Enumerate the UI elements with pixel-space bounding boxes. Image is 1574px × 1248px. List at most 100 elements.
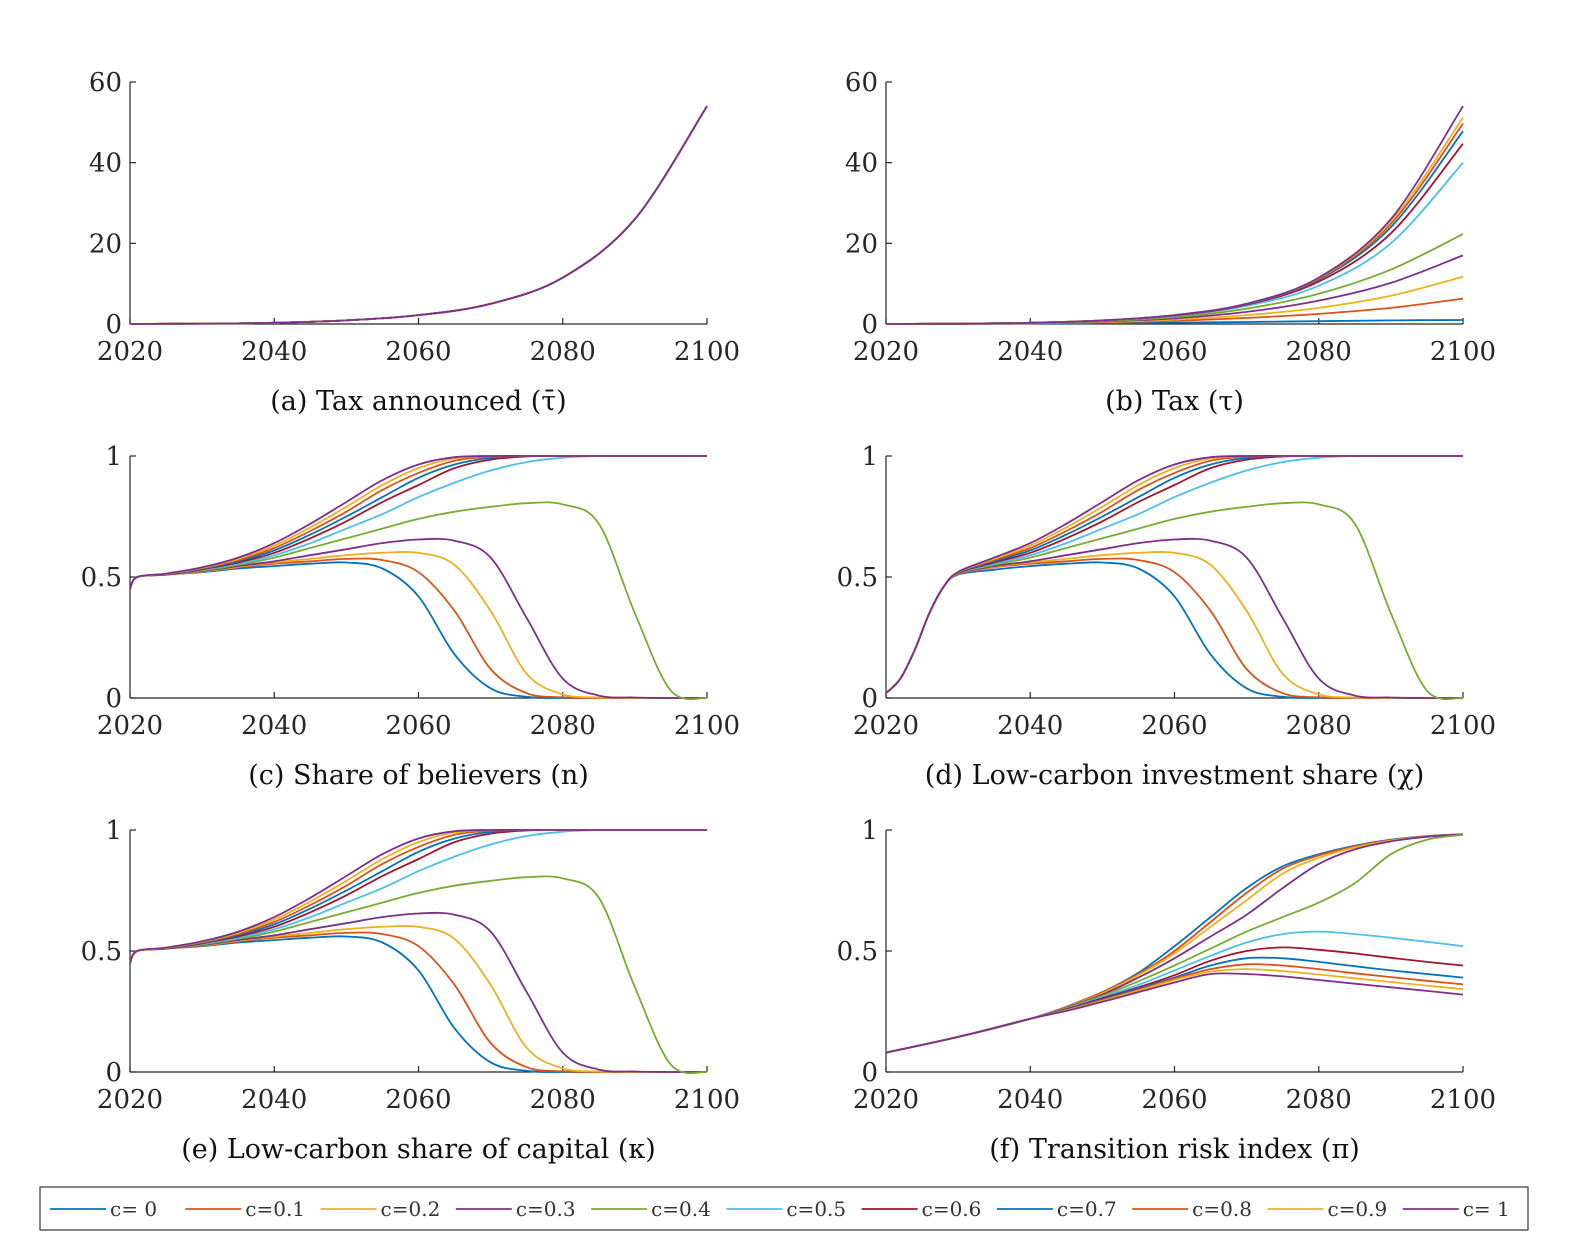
series-line-c0 [129,935,707,1073]
series-line-c1 [885,972,1464,1054]
x-tick-label: 2040 [997,1085,1063,1115]
panel-low-carbon-share-of-capital: 2020 2040 2060 2080 2100 0 0.5 1 (e) Low-carbon … [81,816,740,1165]
y-tick-label: 0 [105,310,122,340]
panel-caption: (f) Transition risk index (π) [989,1134,1360,1165]
x-tick-label: 2060 [385,1085,451,1115]
series-line-c0.2 [885,833,1464,1054]
y-tick-label: 60 [89,68,122,98]
x-tick-label: 2100 [1430,337,1496,367]
y-tick-label: 60 [845,68,878,98]
y-tick-label: 0 [861,310,878,340]
series-line-c0.9 [885,116,1464,325]
x-tick-label: 2080 [530,1085,596,1115]
series-line-c0.4 [129,105,708,325]
legend-label: c=0.9 [1327,1197,1387,1221]
series-line-c0.3 [129,911,708,1073]
legend-label: c=0.3 [516,1197,576,1221]
legend-label: c=0.7 [1057,1197,1117,1221]
y-tick-label: 20 [845,229,878,259]
panel-low-carbon-investment-share: 2020 2040 2060 2080 2100 0 0.5 1 (d) Low-carbon … [837,442,1496,791]
panel-caption: (b) Tax (τ) [1105,386,1244,417]
series-line-c0.3 [885,537,1464,699]
series-line-c0.7 [129,105,708,325]
legend-label: c=0.8 [1192,1197,1252,1221]
series-line-c0.1 [129,557,707,699]
y-tick-label: 1 [861,816,878,846]
y-tick-label: 1 [105,816,122,846]
series-line-c0.4 [885,833,1464,1054]
panel-share-of-believers: 2020 2040 2060 2080 2100 0 0.5 1 (c) Share of be… [81,442,740,791]
series-line-c0.4 [885,233,1464,325]
y-tick-label: 20 [89,229,122,259]
series-line-c0.1 [885,833,1464,1054]
panel-caption: (a) Tax announced (τ̄) [270,386,566,417]
series-line-c0.4 [129,501,708,701]
legend-label: c=0.2 [381,1197,441,1221]
legend-label: c=0.6 [922,1197,982,1221]
x-tick-label: 2020 [853,337,919,367]
legend-label: c= 0 [110,1197,157,1221]
x-tick-label: 2080 [1286,337,1352,367]
y-tick-label: 0.5 [837,563,878,593]
series-line-c0 [129,561,707,699]
series-line-c0.5 [129,105,708,325]
series-line-c0.3 [129,537,708,699]
series-line-c0 [885,833,1464,1054]
legend: c= 0 c=0.1 c=0.2 c=0.3 c=0.4 c=0.5 c=0.6 c=0.7 c… [39,1186,1529,1231]
x-tick-label: 2100 [674,337,740,367]
x-tick-label: 2020 [97,1085,163,1115]
y-tick-label: 0.5 [81,937,122,967]
series-line-c0 [129,105,708,325]
x-tick-label: 2020 [97,711,163,741]
series-line-c0.5 [885,162,1464,325]
series-line-c1 [129,455,707,590]
y-tick-label: 0 [861,684,878,714]
series-line-c0.3 [885,833,1464,1054]
series-line-c0 [885,561,1463,699]
legend-label: c= 1 [1463,1197,1510,1221]
x-tick-label: 2080 [530,711,596,741]
y-tick-label: 40 [845,149,878,179]
x-tick-label: 2060 [385,711,451,741]
x-tick-label: 2040 [241,337,307,367]
x-tick-label: 2040 [241,711,307,741]
series-line-c1 [885,455,1463,694]
series-line-c0.2 [129,105,708,325]
series-line-c0.4 [129,875,708,1075]
panel-caption: (c) Share of believers (n) [248,760,589,791]
series-line-c1 [129,105,708,325]
x-tick-label: 2040 [241,1085,307,1115]
x-tick-label: 2100 [674,1085,740,1115]
x-tick-label: 2060 [1141,711,1207,741]
x-tick-label: 2100 [1430,711,1496,741]
x-tick-label: 2040 [997,711,1063,741]
series-line-c1 [885,105,1464,325]
series-line-c0.4 [885,501,1464,701]
y-tick-label: 40 [89,149,122,179]
series-line-c0.6 [129,105,708,325]
series-line-c0.8 [885,122,1464,325]
series-line-c0.8 [129,105,708,325]
panel-caption: (e) Low-carbon share of capital (κ) [181,1134,656,1165]
panel-transition-risk-index: 2020 2040 2060 2080 2100 0 0.5 1 (f) Transition … [837,816,1496,1165]
series-line-c0.3 [885,254,1464,325]
x-tick-label: 2060 [1141,1085,1207,1115]
legend-label: c=0.5 [786,1197,846,1221]
series-line-c0.1 [885,557,1463,699]
y-tick-label: 0.5 [81,563,122,593]
series-line-c0.7 [885,956,1464,1054]
x-tick-label: 2080 [1286,711,1352,741]
x-tick-label: 2040 [997,337,1063,367]
series-line-c0.9 [129,105,708,325]
series-line-c0.5 [885,930,1464,1054]
y-tick-label: 1 [861,442,878,472]
series-line-c0.1 [129,931,707,1073]
x-tick-label: 2100 [674,711,740,741]
x-tick-label: 2020 [97,337,163,367]
x-tick-label: 2020 [853,711,919,741]
x-tick-label: 2060 [1141,337,1207,367]
legend-label: c=0.1 [245,1197,305,1221]
